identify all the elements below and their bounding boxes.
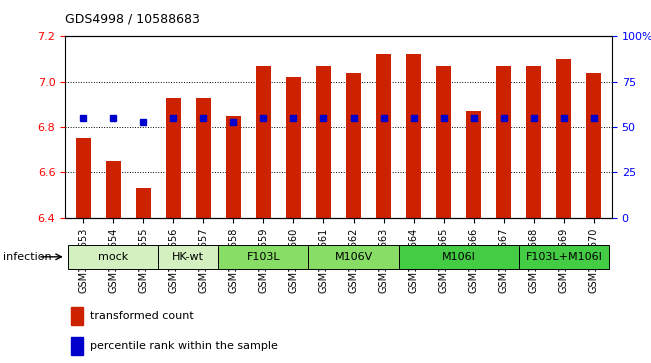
Bar bbox=[346, 73, 361, 218]
Text: infection: infection bbox=[3, 252, 52, 262]
FancyBboxPatch shape bbox=[158, 245, 218, 269]
Bar bbox=[166, 98, 181, 218]
Bar bbox=[256, 66, 271, 218]
Bar bbox=[557, 59, 572, 218]
Text: GDS4998 / 10588683: GDS4998 / 10588683 bbox=[65, 12, 200, 25]
Bar bbox=[526, 66, 542, 218]
Bar bbox=[406, 54, 421, 218]
FancyBboxPatch shape bbox=[309, 245, 398, 269]
FancyBboxPatch shape bbox=[519, 245, 609, 269]
Bar bbox=[316, 66, 331, 218]
Bar bbox=[70, 307, 83, 325]
Bar bbox=[226, 116, 241, 218]
Bar bbox=[587, 73, 602, 218]
Text: M106I: M106I bbox=[442, 252, 476, 262]
Bar bbox=[466, 111, 481, 218]
Text: percentile rank within the sample: percentile rank within the sample bbox=[90, 341, 277, 351]
Bar bbox=[70, 337, 83, 355]
FancyBboxPatch shape bbox=[218, 245, 309, 269]
Text: HK-wt: HK-wt bbox=[173, 252, 204, 262]
Text: M106V: M106V bbox=[335, 252, 372, 262]
FancyBboxPatch shape bbox=[398, 245, 519, 269]
Bar bbox=[76, 138, 90, 218]
Bar bbox=[496, 66, 511, 218]
Text: F103L: F103L bbox=[247, 252, 280, 262]
Bar bbox=[135, 188, 151, 218]
FancyBboxPatch shape bbox=[68, 245, 158, 269]
Text: F103L+M106I: F103L+M106I bbox=[525, 252, 602, 262]
Text: transformed count: transformed count bbox=[90, 311, 193, 321]
Bar bbox=[286, 77, 301, 218]
Bar bbox=[105, 161, 120, 218]
Bar bbox=[436, 66, 451, 218]
Text: mock: mock bbox=[98, 252, 128, 262]
Bar bbox=[376, 54, 391, 218]
Bar bbox=[196, 98, 211, 218]
